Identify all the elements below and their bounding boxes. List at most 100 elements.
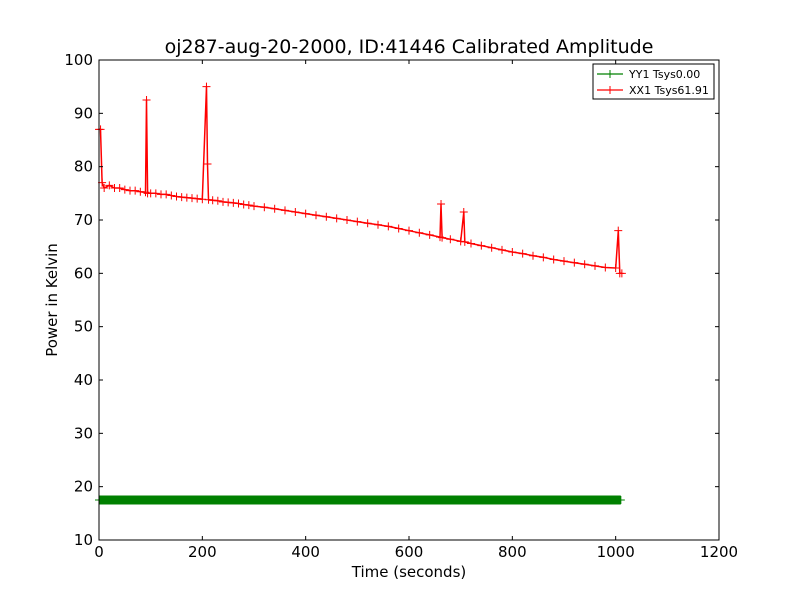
legend-label-xx1: XX1 Tsys61.91 — [629, 84, 709, 97]
series-0-point-13 — [430, 496, 439, 504]
series-1-point-43 — [322, 212, 331, 221]
series-0-point-1 — [120, 496, 129, 504]
y-tick-label-2: 30 — [74, 424, 93, 442]
x-axis-label: Time (seconds) — [351, 563, 467, 581]
series-1-point-6 — [115, 184, 124, 192]
series-1-point-63 — [487, 243, 496, 252]
series-0-point-10 — [353, 496, 362, 504]
series-1-point-34 — [239, 200, 248, 209]
y-tick-label-5: 60 — [74, 264, 93, 282]
series-1-point-3 — [100, 184, 109, 192]
series-1-point-39 — [281, 206, 289, 215]
series-1-point-74 — [601, 263, 610, 272]
series-0-point-7 — [275, 496, 284, 504]
series-1-point-45 — [343, 216, 351, 224]
series-0-point-15 — [482, 496, 491, 504]
series-1-point-68 — [539, 253, 548, 262]
series-1-point-61 — [467, 239, 475, 248]
series-0-point-14 — [456, 496, 465, 504]
series-1-point-40 — [291, 208, 300, 216]
series-1-point-56 — [438, 233, 447, 242]
series-1-point-46 — [353, 217, 362, 226]
series-1-point-66 — [518, 249, 527, 258]
y-tick-label-7: 80 — [74, 158, 93, 176]
series-1-point-42 — [312, 211, 320, 220]
x-tick-label-4: 800 — [498, 543, 527, 561]
series-0-point-5 — [224, 496, 233, 504]
y-tick-label-6: 70 — [74, 211, 93, 229]
series-1-point-9 — [131, 186, 140, 195]
series-1-point-17 — [162, 190, 171, 199]
series-1-point-27 — [204, 195, 213, 204]
series-1-point-33 — [234, 199, 243, 208]
series-1-point-44 — [332, 214, 341, 223]
series-1-point-12 — [142, 96, 151, 104]
series-0-point-11 — [379, 496, 388, 504]
legend: YY1 Tsys0.00 XX1 Tsys61.91 — [592, 63, 715, 100]
series-1-point-32 — [229, 198, 238, 207]
series-0-point-17 — [534, 496, 543, 504]
series-1-point-67 — [529, 251, 537, 260]
x-tick-label-6: 1200 — [700, 543, 738, 561]
series-1-point-75 — [611, 264, 620, 272]
series-1-point-57 — [446, 235, 455, 244]
series-1-point-29 — [213, 196, 222, 205]
series-0-point-20 — [616, 496, 625, 504]
y-tick-label-4: 50 — [74, 318, 93, 336]
x-tick-label-0: 0 — [94, 543, 104, 561]
series-0-point-2 — [146, 496, 155, 504]
series-0-point-6 — [250, 496, 258, 504]
series-1-point-23 — [193, 194, 202, 203]
series-1-point-15 — [151, 189, 160, 198]
series-1-point-55 — [437, 200, 446, 208]
series-1-point-31 — [224, 198, 233, 207]
series-0-point-16 — [508, 496, 517, 504]
series-1-point-11 — [141, 188, 150, 197]
legend-box — [592, 63, 715, 100]
y-tick-label-1: 20 — [74, 478, 93, 496]
series-1-point-10 — [136, 187, 145, 196]
series-1-point-78 — [617, 269, 626, 278]
series-1-point-35 — [244, 201, 253, 210]
series-1-point-48 — [374, 220, 382, 229]
series-1-point-52 — [415, 228, 424, 237]
x-tick-label-1: 200 — [188, 543, 217, 561]
series-1-point-41 — [301, 209, 310, 218]
series-1-point-64 — [498, 245, 506, 254]
chart-title: oj287-aug-20-2000, ID:41446 Calibrated A… — [165, 36, 654, 58]
series-1-point-76 — [614, 226, 623, 235]
x-tick-label-3: 600 — [395, 543, 424, 561]
series-1-point-28 — [208, 196, 217, 205]
series-1-point-7 — [120, 185, 129, 194]
series-1-point-19 — [172, 192, 181, 201]
series-1-point-26 — [203, 160, 212, 168]
x-tick-label-2: 400 — [291, 543, 320, 561]
series-0-point-4 — [198, 496, 207, 504]
legend-label-yy1: YY1 Tsys0.00 — [628, 68, 700, 81]
series-1-point-1 — [96, 125, 105, 134]
series-1-point-73 — [591, 261, 599, 270]
series-1-point-65 — [508, 248, 517, 256]
series-1-point-72 — [580, 260, 589, 269]
series-1-point-59 — [459, 208, 468, 216]
series-layer — [95, 82, 626, 505]
series-1-point-70 — [560, 257, 568, 266]
series-1-point-18 — [167, 191, 176, 200]
series-1-point-53 — [425, 230, 434, 239]
series-1-point-69 — [549, 255, 558, 264]
y-tick-label-8: 90 — [74, 104, 93, 122]
series-1-point-30 — [219, 197, 227, 206]
y-tick-label-3: 40 — [74, 371, 93, 389]
series-1-point-49 — [384, 222, 393, 231]
series-1-point-22 — [188, 194, 196, 203]
series-1-point-24 — [198, 195, 207, 204]
plot-area — [99, 60, 719, 540]
series-1-point-36 — [250, 202, 258, 211]
x-tick-label-5: 1000 — [597, 543, 635, 561]
series-1-point-38 — [270, 204, 279, 213]
legend-marker-xx1 — [606, 86, 614, 94]
series-1-point-20 — [177, 193, 186, 202]
series-1-point-37 — [260, 203, 269, 212]
series-1-point-4 — [105, 181, 114, 190]
